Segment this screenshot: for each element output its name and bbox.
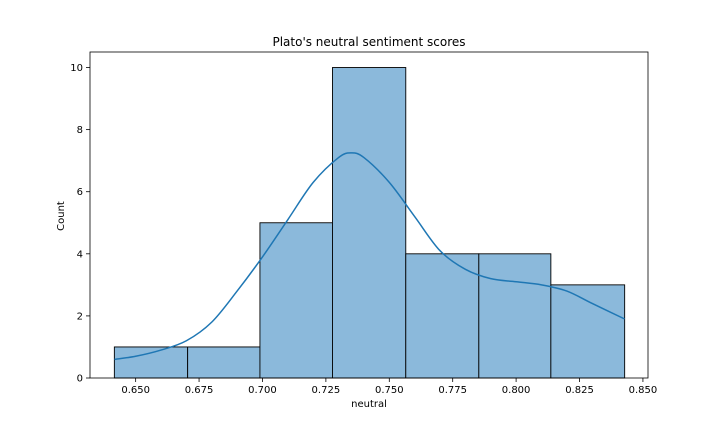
y-tick-label: 2: [77, 311, 83, 322]
histogram-bar-1: [113, 346, 189, 379]
x-axis-ticks: 0.650 0.675 0.700 0.725 0.750 0.775 0.800 0.825…: [121, 378, 657, 396]
y-tick-label: 4: [77, 249, 83, 260]
x-tick-label: 0.650: [121, 385, 150, 396]
bars-layer: [113, 67, 626, 379]
histogram-bar-5: [405, 253, 480, 379]
y-tick-label: 6: [77, 187, 83, 198]
x-tick-label: 0.775: [438, 385, 467, 396]
y-axis-ticks: 0 2 4 6 8 10: [70, 63, 90, 385]
y-axis-label: Count: [56, 201, 67, 231]
x-tick-label: 0.850: [629, 385, 658, 396]
x-tick-label: 0.700: [248, 385, 277, 396]
histogram-bar-3: [259, 222, 333, 379]
plot-frame: [89, 51, 649, 379]
histogram-bar-4: [332, 67, 407, 379]
histogram-bar-7: [550, 284, 626, 379]
kde-curve: [114, 152, 625, 361]
x-axis-label: neutral: [351, 399, 387, 410]
y-tick-label: 10: [70, 63, 83, 74]
kde-layer: [114, 152, 625, 361]
x-tick-label: 0.825: [565, 385, 594, 396]
histogram-bar-6: [478, 253, 552, 379]
y-tick-label: 8: [77, 125, 83, 136]
x-tick-label: 0.800: [502, 385, 531, 396]
chart-title: Plato's neutral sentiment scores: [272, 35, 465, 49]
x-tick-label: 0.725: [312, 385, 341, 396]
x-tick-label: 0.750: [375, 385, 404, 396]
x-tick-label: 0.675: [185, 385, 214, 396]
histogram-bar-2: [187, 346, 261, 379]
y-tick-label: 0: [77, 374, 83, 385]
